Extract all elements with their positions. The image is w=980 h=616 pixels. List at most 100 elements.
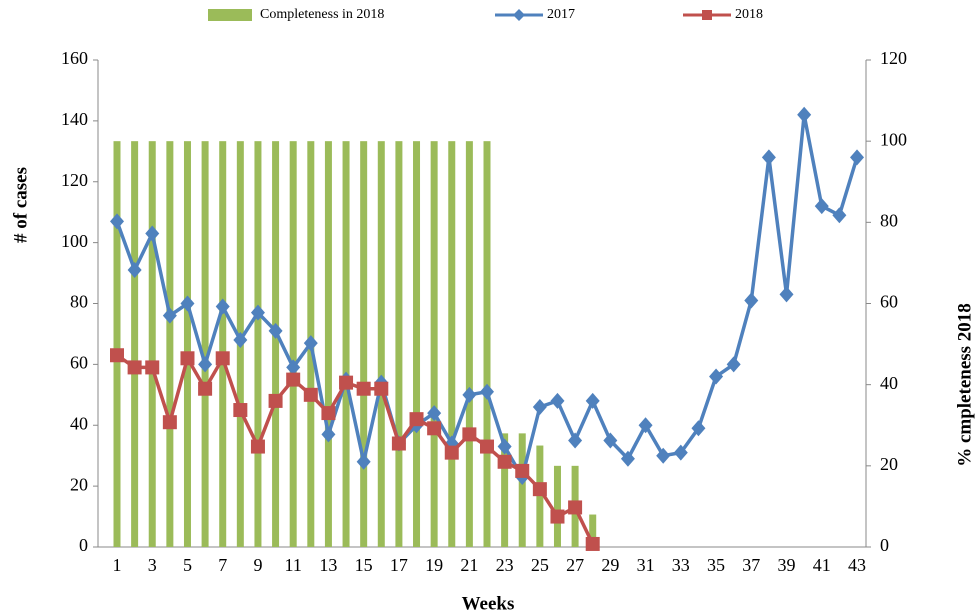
x-tick-label: 21 (460, 555, 478, 575)
bar (518, 433, 526, 547)
legend-label: 2017 (547, 7, 575, 22)
marker (145, 360, 160, 375)
marker (127, 360, 142, 375)
x-axis-title: Weeks (462, 593, 515, 614)
marker (427, 421, 442, 436)
marker (568, 500, 583, 515)
marker (691, 420, 706, 437)
marker (480, 439, 494, 454)
marker (550, 509, 565, 524)
marker (215, 298, 230, 315)
marker (462, 427, 477, 442)
bar (589, 514, 597, 547)
bar (324, 141, 332, 547)
bar (360, 141, 368, 547)
bar (219, 141, 227, 547)
marker (250, 439, 265, 454)
bar (131, 141, 139, 547)
bar (342, 141, 350, 547)
marker (444, 445, 459, 460)
bar (483, 141, 491, 547)
marker (391, 436, 406, 451)
marker (321, 426, 336, 443)
marker (497, 438, 512, 455)
marker (462, 386, 477, 403)
x-tick-label: 3 (148, 555, 157, 575)
marker (603, 432, 618, 449)
y-tick-label: 0 (79, 535, 88, 555)
bar (448, 141, 456, 547)
marker (515, 463, 530, 478)
x-tick-label: 35 (707, 555, 725, 575)
x-tick-label: 37 (742, 555, 760, 575)
marker (268, 393, 283, 408)
x-tick-label: 39 (778, 555, 796, 575)
marker (233, 332, 248, 349)
line (116, 353, 595, 545)
y2-tick-label: 40 (880, 373, 898, 393)
y-tick-label: 120 (61, 170, 88, 190)
marker (832, 207, 847, 224)
marker (250, 304, 265, 321)
y-tick-label: 100 (61, 231, 88, 251)
x-tick-label: 5 (183, 555, 192, 575)
marker (374, 381, 389, 396)
bar (536, 445, 544, 547)
bar (501, 433, 509, 547)
marker (356, 381, 371, 396)
x-tick-label: 17 (390, 555, 408, 575)
x-tick-label: 25 (531, 555, 549, 575)
marker (110, 213, 124, 230)
x-tick-label: 33 (672, 555, 690, 575)
x-tick-label: 41 (813, 555, 831, 575)
y2-axis-title: % cmpleteness 2018 (954, 303, 975, 467)
marker (180, 351, 195, 366)
x-tick-label: 27 (566, 555, 584, 575)
bar (166, 141, 174, 547)
bar (430, 141, 438, 547)
x-tick-label: 13 (319, 555, 337, 575)
marker (568, 432, 583, 449)
bar (395, 141, 403, 547)
marker (726, 356, 741, 373)
marker (198, 356, 213, 373)
bar (272, 141, 280, 547)
bar (413, 141, 421, 547)
bar (113, 141, 121, 547)
legend-swatch (208, 9, 252, 21)
marker (585, 536, 600, 551)
marker (268, 322, 283, 339)
x-tick-label: 23 (496, 555, 514, 575)
x-tick-label: 1 (113, 555, 122, 575)
marker (215, 351, 230, 366)
marker (585, 392, 600, 409)
marker (286, 359, 301, 376)
marker (673, 444, 688, 461)
marker (550, 392, 565, 409)
legend-label: 2018 (735, 7, 763, 22)
y-tick-label: 40 (70, 413, 88, 433)
x-tick-label: 19 (425, 555, 443, 575)
bar (465, 141, 473, 547)
marker (709, 368, 724, 385)
y2-tick-label: 120 (880, 48, 907, 68)
legend-label: Completeness in 2018 (260, 7, 384, 22)
y-tick-label: 160 (61, 48, 88, 68)
y-tick-label: 20 (70, 474, 88, 494)
marker (427, 405, 442, 422)
x-tick-label: 31 (637, 555, 655, 575)
marker (127, 262, 142, 279)
y2-tick-label: 0 (880, 535, 889, 555)
bar (254, 141, 262, 547)
y-tick-label: 140 (61, 109, 88, 129)
marker (162, 415, 177, 430)
y-tick-label: 60 (70, 353, 88, 373)
bar (553, 465, 561, 547)
y2-tick-label: 20 (880, 454, 898, 474)
legend-marker (513, 9, 525, 21)
x-tick-label: 29 (601, 555, 619, 575)
bar (183, 141, 191, 547)
marker (110, 348, 124, 363)
marker (850, 149, 864, 166)
